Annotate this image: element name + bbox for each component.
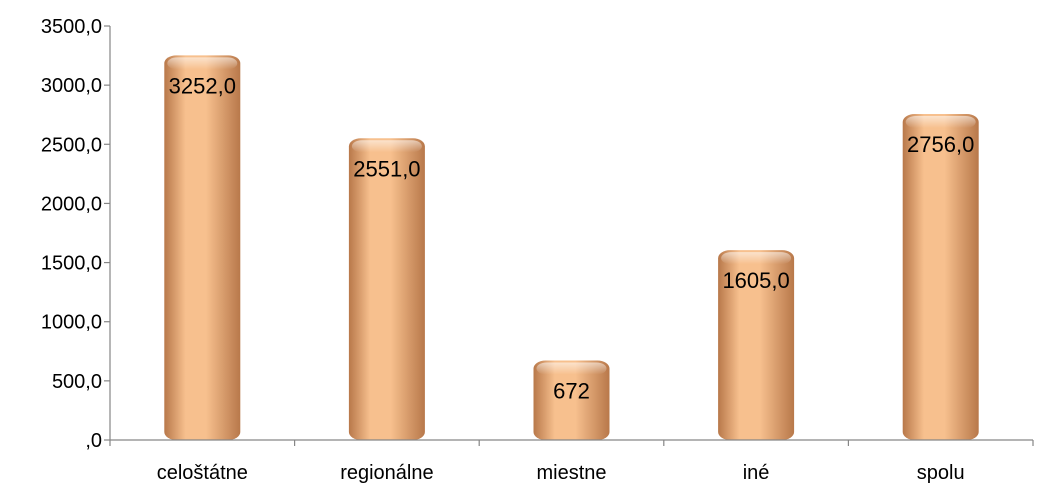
y-tick-label: ,0 bbox=[85, 430, 102, 452]
axes-group bbox=[104, 25, 1034, 446]
bar bbox=[718, 250, 795, 440]
bar-highlight bbox=[167, 57, 238, 70]
bar-highlight bbox=[536, 362, 607, 375]
bars-group bbox=[164, 55, 979, 440]
x-category-label: iné bbox=[743, 462, 770, 484]
bar bbox=[348, 138, 425, 440]
x-category-label: miestne bbox=[536, 462, 606, 484]
y-tick-label: 1000,0 bbox=[41, 312, 102, 334]
data-label: 2756,0 bbox=[907, 132, 974, 157]
y-tick-label: 3000,0 bbox=[41, 75, 102, 97]
data-label: 3252,0 bbox=[169, 73, 236, 98]
data-label: 2551,0 bbox=[353, 156, 420, 181]
bar-highlight bbox=[351, 140, 422, 153]
bar bbox=[533, 360, 610, 440]
y-tick-label: 500,0 bbox=[52, 371, 102, 393]
y-tick-label: 2000,0 bbox=[41, 193, 102, 215]
bar bbox=[902, 114, 979, 440]
bar-highlight bbox=[905, 116, 976, 129]
bar-highlight bbox=[721, 252, 792, 265]
y-tick-label: 2500,0 bbox=[41, 134, 102, 156]
data-label: 672 bbox=[553, 379, 590, 404]
x-category-label: spolu bbox=[917, 462, 965, 484]
y-tick-label: 1500,0 bbox=[41, 253, 102, 275]
y-tick-label: 3500,0 bbox=[41, 16, 102, 38]
labels-group: ,0 500,0 1000,0 1500,0 2000,0 2500,0 3000,0 350… bbox=[41, 16, 975, 484]
x-category-label: regionálne bbox=[340, 462, 433, 484]
data-label: 1605,0 bbox=[722, 268, 789, 293]
x-category-label: celoštátne bbox=[157, 462, 248, 484]
bar bbox=[164, 55, 241, 440]
